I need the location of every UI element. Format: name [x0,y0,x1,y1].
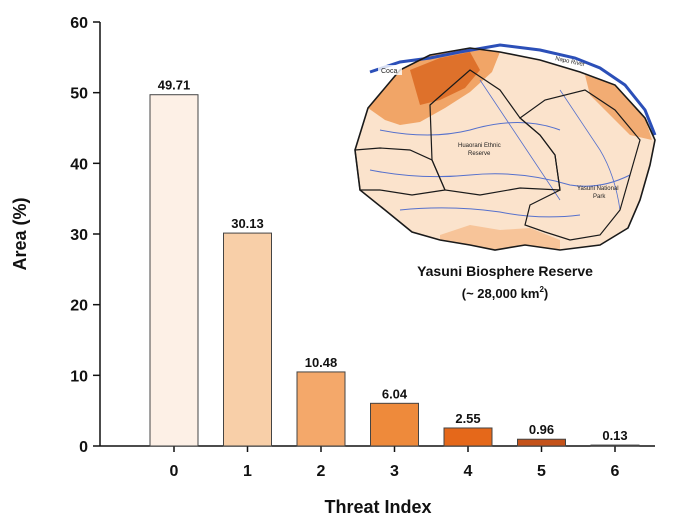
x-tick-label: 5 [537,463,546,480]
y-tick-label: 40 [70,156,88,173]
bars [149,94,640,447]
tributary [379,122,561,136]
value-label: 0.13 [602,428,627,443]
x-tick-label: 3 [390,463,399,480]
value-label: 10.48 [305,355,338,370]
value-label: 6.04 [382,386,408,401]
tributary [369,169,631,187]
y-tick-label: 20 [70,298,88,315]
y-ticks: 0 10 20 30 40 50 60 [70,15,100,456]
bar-threat-3 [370,402,419,447]
tributary [559,89,621,211]
tributary [399,207,581,218]
value-label: 2.55 [455,411,480,426]
value-label: 0.96 [529,422,554,437]
bar-threat-6 [590,444,640,447]
x-tick-label: 6 [611,463,620,480]
inset-subtitle: (~ 28,000 km2) [462,285,549,301]
x-tick-label: 0 [170,463,179,480]
inset-title: Yasuni Biosphere Reserve [417,263,593,279]
tributary [479,79,561,201]
huaorani-label-line2: Reserve [468,151,491,157]
threat-zone-east [585,75,652,140]
y-tick-label: 50 [70,86,88,103]
x-axis-label: Threat Index [324,497,431,517]
x-ticks: 0 1 2 3 4 5 6 [170,446,620,480]
x-tick-label: 2 [317,463,326,480]
park-boundary [519,89,641,241]
y-tick-label: 30 [70,227,88,244]
bar-threat-4 [443,427,493,447]
huaorani-label-line1: Huaorani Ethnic [458,143,501,149]
reserve-boundary [354,47,656,251]
y-tick-label: 0 [79,439,88,456]
y-tick-label: 10 [70,368,88,385]
bar-threat-1 [223,232,272,447]
bar-threat-5 [517,438,566,447]
y-tick-label: 60 [70,15,88,32]
value-label: 49.71 [158,78,191,93]
x-tick-label: 1 [243,463,252,480]
bar-threat-0 [149,94,199,447]
coca-label-box [378,65,402,75]
value-label: 30.13 [231,216,264,231]
yasuni-label-line1: Yasuni National [577,186,619,192]
value-labels: 49.71 30.13 10.48 6.04 2.55 0.96 0.13 [158,78,628,443]
y-axis-label: Area (%) [10,197,30,270]
bar-threat-2 [296,371,346,447]
threat-zone-south [440,225,560,250]
x-tick-label: 4 [464,463,473,480]
threat-zone-core [410,52,480,105]
yasuni-label-line2: Park [593,194,606,200]
west-boundary [354,147,446,196]
coca-label: Coca [381,68,397,75]
inset-map: Coca Napo River Huaorani Ethnic Reserve … [354,43,657,301]
